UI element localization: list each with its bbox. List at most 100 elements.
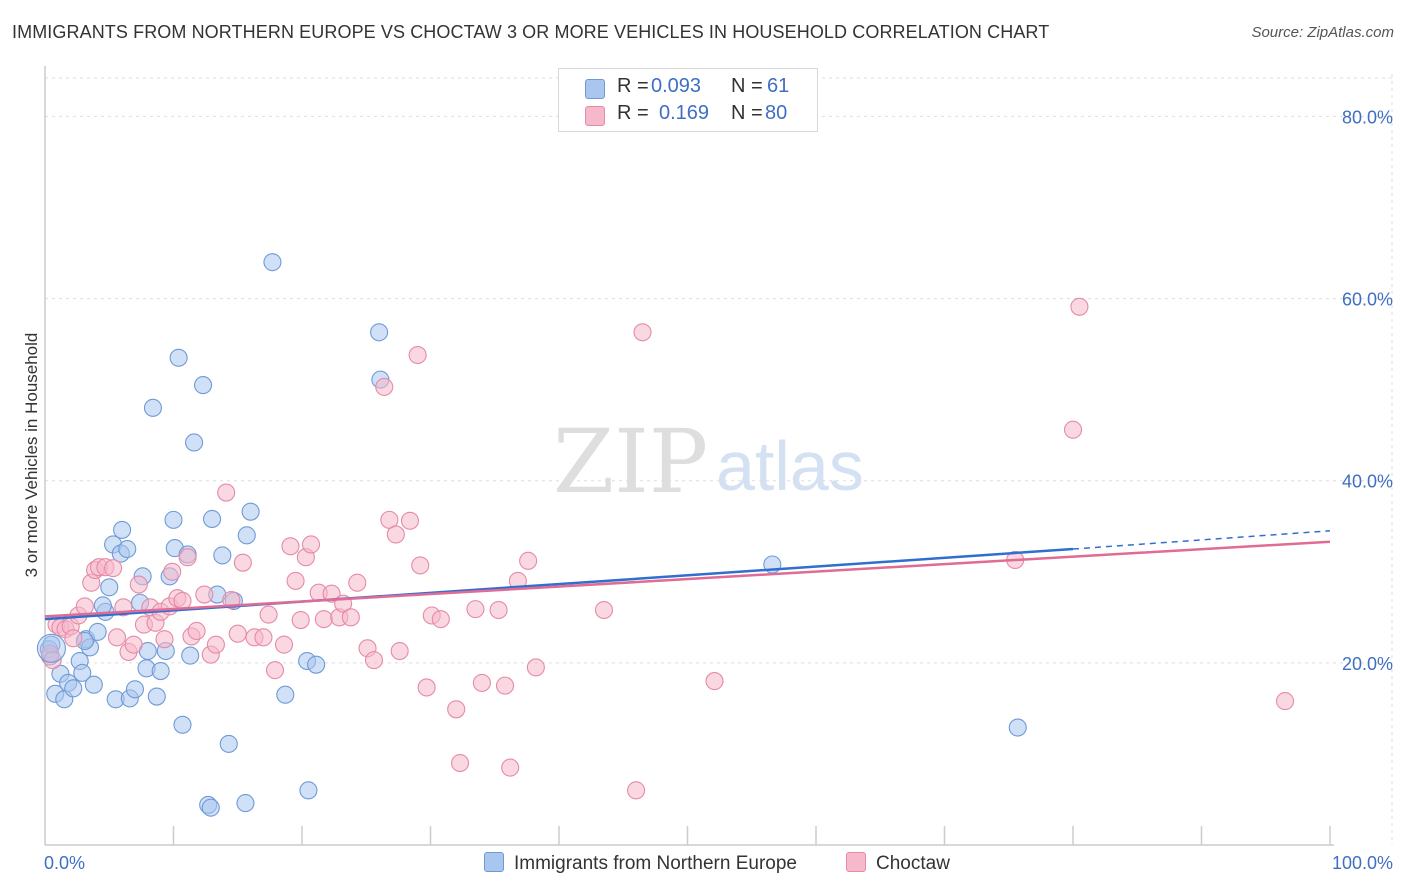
- blue-trend-extension: [1072, 530, 1331, 550]
- pink-point: [386, 525, 405, 544]
- bottom-legend-label-blue: Immigrants from Northern Europe: [514, 853, 797, 874]
- pink-trend-line: [44, 540, 1331, 618]
- pink-point: [451, 753, 470, 773]
- pink-point: [431, 610, 450, 629]
- blue-point: [1008, 718, 1027, 737]
- blue-point: [147, 687, 166, 706]
- pink-point: [155, 630, 174, 649]
- bottom-legend-swatch-blue: [484, 852, 504, 872]
- blue-point: [84, 675, 103, 694]
- bottom-legend-swatch-pink: [846, 852, 866, 872]
- pink-point: [233, 553, 252, 572]
- blue-point: [169, 348, 188, 367]
- pink-point: [265, 661, 285, 680]
- blue-point-cluster: [36, 633, 66, 663]
- bottom-legend-label-pink: Choctaw: [876, 853, 950, 874]
- pink-point: [124, 635, 143, 654]
- blue-point: [307, 655, 326, 674]
- pink-point: [348, 573, 367, 592]
- blue-point: [236, 794, 255, 813]
- pink-point: [364, 651, 384, 670]
- pink-point: [375, 377, 394, 396]
- source-label: Source: ZipAtlas.com: [1251, 24, 1394, 41]
- blue-point: [201, 798, 220, 817]
- blue-point: [173, 715, 192, 734]
- pink-point: [274, 635, 294, 654]
- pink-point: [178, 548, 197, 567]
- pink-point: [466, 600, 485, 619]
- blue-point: [203, 509, 222, 529]
- pink-point: [64, 629, 83, 648]
- pink-point: [206, 635, 225, 654]
- blue-point: [151, 662, 170, 681]
- pink-point: [75, 597, 94, 616]
- blue-point: [213, 546, 232, 565]
- legend-n-label: N =: [731, 75, 763, 97]
- blue-point: [164, 510, 183, 529]
- pink-point: [447, 700, 466, 719]
- pink-point: [417, 678, 436, 697]
- legend-r-value: 0.093: [651, 75, 702, 97]
- pink-point: [411, 556, 430, 575]
- pink-point: [163, 562, 182, 581]
- pink-point: [107, 628, 127, 647]
- pink-point: [228, 624, 247, 643]
- pink-point: [627, 781, 646, 800]
- pink-point: [195, 585, 214, 604]
- blue-point: [118, 539, 137, 559]
- legend-r-value: 0.169: [659, 102, 710, 124]
- pink-point: [1063, 420, 1083, 439]
- legend-r-label: R =: [617, 75, 649, 97]
- pink-point: [301, 535, 321, 554]
- pink-point: [254, 628, 273, 647]
- pink-point: [314, 610, 333, 629]
- pink-point: [291, 611, 310, 630]
- pink-point: [286, 571, 305, 590]
- watermark: ZIP atlas: [553, 410, 864, 513]
- grid-layer: [45, 74, 1393, 845]
- y-tick-label: 20.0%: [1342, 654, 1393, 674]
- blue-point: [88, 622, 107, 641]
- points-layer: [36, 253, 1295, 817]
- pink-point: [633, 323, 652, 342]
- pink-point: [705, 672, 724, 691]
- pink-point: [341, 608, 360, 627]
- axes-layer: [44, 66, 1334, 846]
- blue-point: [73, 663, 92, 682]
- chart-title: IMMIGRANTS FROM NORTHERN EUROPE VS CHOCT…: [12, 22, 1050, 42]
- watermark-zip: ZIP: [553, 410, 708, 513]
- blue-point: [219, 734, 238, 753]
- watermark-atlas: atlas: [716, 427, 864, 505]
- pink-point: [1275, 692, 1295, 711]
- pink-point: [259, 605, 278, 624]
- blue-point: [143, 398, 162, 417]
- pink-point: [281, 537, 300, 556]
- blue-point: [185, 433, 204, 452]
- blue-point: [276, 685, 295, 704]
- blue-point: [181, 646, 200, 665]
- pink-point: [129, 575, 148, 594]
- legend-n-value: 80: [765, 102, 788, 124]
- pink-point: [187, 621, 206, 641]
- correlation-legend: R = 0.093 N = 61 R = 0.169 N = 80: [558, 68, 818, 132]
- blue-point: [370, 323, 389, 342]
- blue-point: [237, 526, 256, 545]
- blue-point: [113, 520, 132, 539]
- blue-point: [194, 376, 213, 395]
- blue-point: [263, 253, 282, 272]
- trend-layer: [44, 530, 1331, 621]
- legend-r-label: R =: [617, 102, 649, 124]
- pink-point: [472, 673, 491, 692]
- y-tick-label: 60.0%: [1342, 290, 1393, 310]
- pink-point: [1070, 297, 1089, 316]
- legend-swatch-blue: [585, 79, 605, 99]
- pink-point: [501, 758, 520, 777]
- pink-point: [322, 584, 341, 603]
- blue-point: [93, 596, 112, 615]
- pink-point: [408, 345, 427, 365]
- pink-point: [400, 511, 419, 530]
- pink-point: [519, 551, 538, 570]
- pink-point: [489, 600, 508, 620]
- pink-point: [594, 600, 614, 620]
